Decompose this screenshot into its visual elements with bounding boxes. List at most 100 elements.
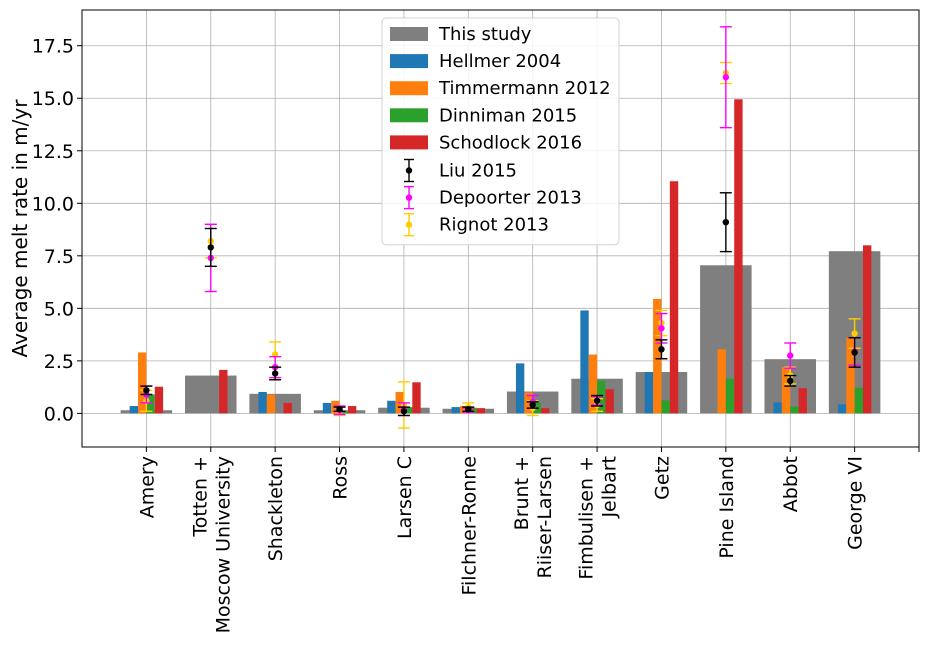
bar-schodlock-2016 [347, 406, 357, 414]
x-tick-label-line: Ross [330, 456, 352, 500]
point-liu-2015 [658, 346, 665, 353]
legend-box [381, 17, 620, 246]
y-axis-label: Average melt rate in m/yr [8, 99, 32, 358]
x-tick-label: Abbot [780, 456, 802, 512]
point-liu-2015 [271, 370, 279, 377]
x-tick-label: Amery [136, 456, 158, 518]
x-tick-label: George VI [845, 456, 867, 550]
point-depoorter-2013 [658, 325, 665, 332]
bar-hellmer-2004 [515, 363, 525, 414]
point-liu-2015 [787, 377, 794, 385]
legend-label: Liu 2015 [439, 161, 517, 182]
bar-hellmer-2004 [644, 371, 654, 414]
point-liu-2015 [529, 401, 536, 409]
x-tick-label-line: Jelbart [599, 456, 621, 519]
bar-timmermann-2012 [588, 354, 598, 414]
bar-hellmer-2004 [129, 406, 139, 414]
legend-swatch [390, 27, 428, 41]
bar-timmermann-2012 [846, 337, 855, 414]
x-tick-label-line: Filchner-Ronne [458, 456, 480, 596]
bar-hellmer-2004 [837, 404, 847, 414]
legend: This study Hellmer 2004 Timmermann 2012 Din… [381, 17, 620, 246]
bar-dinniman-2015 [725, 378, 735, 414]
legend-swatch [390, 54, 428, 69]
bar-hellmer-2004 [773, 402, 782, 414]
x-tick-label-line: Riiser-Larsen [534, 456, 556, 578]
y-axis: 0.0 2.5 5.0 7.5 10.0 12.5 15.0 17.5 [32, 36, 82, 425]
legend-label: Timmermann 2012 [438, 78, 611, 99]
x-tick-label-line: Amery [136, 456, 158, 518]
x-tick-label-line: Pine Island [716, 456, 738, 559]
y-tick-label: 17.5 [32, 36, 74, 58]
bar-dinniman-2015 [403, 407, 413, 414]
bar-dinniman-2015 [146, 394, 155, 414]
bar-timmermann-2012 [781, 367, 791, 414]
bar-this-study [185, 375, 237, 414]
bar-hellmer-2004 [322, 402, 332, 414]
point-liu-2015 [851, 349, 858, 356]
x-tick-label: Totten + Moscow University [189, 456, 234, 633]
bar-schodlock-2016 [541, 408, 550, 414]
bar-schodlock-2016 [476, 408, 486, 414]
legend-marker [405, 221, 413, 228]
bar-schodlock-2016 [734, 99, 743, 414]
x-tick-label: Getz [651, 456, 673, 500]
point-liu-2015 [207, 244, 214, 251]
point-rignot-2013 [851, 330, 858, 337]
x-tick-label-line: Moscow University [212, 456, 234, 633]
y-tick-label: 15.0 [32, 88, 74, 110]
x-tick-label-line: Larsen C [394, 456, 416, 539]
y-tick-label: 2.5 [44, 351, 74, 373]
point-liu-2015 [593, 397, 601, 404]
bar-schodlock-2016 [412, 382, 421, 414]
bar-schodlock-2016 [862, 245, 872, 414]
legend-marker [405, 194, 413, 201]
x-tick-label-line: Abbot [780, 456, 802, 512]
bar-schodlock-2016 [154, 386, 164, 414]
bar-schodlock-2016 [605, 389, 614, 414]
bar-dinniman-2015 [661, 400, 670, 414]
x-tick-label-line: Getz [651, 456, 673, 500]
bar-hellmer-2004 [451, 407, 460, 414]
point-liu-2015 [336, 405, 343, 413]
bar-timmermann-2012 [717, 349, 726, 414]
bar-dinniman-2015 [468, 407, 477, 414]
x-axis: Amery Totten + Moscow University Shackleton… [136, 447, 920, 633]
bar-timmermann-2012 [653, 298, 662, 414]
x-tick-label-line: Fimbulisen + [576, 456, 598, 580]
legend-swatch [390, 135, 428, 150]
y-tick-label: 12.5 [32, 141, 74, 163]
points-layer [140, 26, 861, 429]
bar-timmermann-2012 [138, 352, 147, 414]
bar-dinniman-2015 [854, 387, 863, 414]
x-tick-label: Fimbulisen + Jelbart [576, 456, 621, 580]
x-tick-label: Larsen C [394, 456, 416, 539]
point-liu-2015 [722, 218, 730, 226]
bar-timmermann-2012 [524, 392, 533, 414]
legend-swatch [390, 108, 428, 123]
x-tick-label: Ross [330, 456, 352, 500]
x-tick-label: Filchner-Ronne [458, 456, 480, 596]
bar-hellmer-2004 [580, 310, 589, 414]
bar-hellmer-2004 [258, 391, 267, 414]
y-tick-label: 0.0 [44, 403, 74, 425]
legend-marker [405, 167, 413, 174]
x-tick-label: Shackleton [265, 456, 287, 561]
y-tick-label: 5.0 [44, 298, 74, 320]
bar-timmermann-2012 [266, 394, 276, 414]
x-tick-label-line: Totten + [189, 456, 211, 538]
point-liu-2015 [465, 405, 472, 413]
legend-label: This study [438, 24, 532, 45]
legend-label: Rignot 2013 [439, 215, 549, 236]
legend-label: Dinniman 2015 [439, 105, 577, 126]
bar-hellmer-2004 [387, 400, 396, 414]
legend-label: Schodlock 2016 [439, 132, 582, 153]
bar-schodlock-2016 [798, 388, 807, 414]
bar-schodlock-2016 [669, 181, 679, 414]
y-tick-label: 7.5 [44, 246, 74, 268]
bar-schodlock-2016 [219, 369, 228, 414]
point-depoorter-2013 [722, 74, 730, 81]
plot-frame [81, 9, 920, 448]
point-depoorter-2013 [787, 352, 794, 359]
